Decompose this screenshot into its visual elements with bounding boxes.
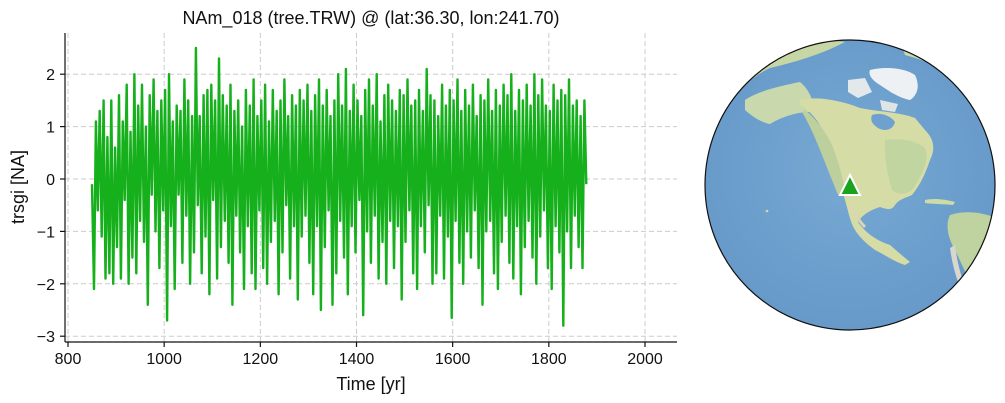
x-axis-label: Time [yr] bbox=[336, 374, 405, 394]
x-tick-label: 1600 bbox=[435, 351, 471, 368]
x-tick-label: 1400 bbox=[339, 351, 375, 368]
time-series-line bbox=[90, 46, 588, 327]
y-tick-label: −2 bbox=[37, 277, 55, 294]
y-tick-label: −3 bbox=[37, 329, 55, 346]
y-tick-label: 0 bbox=[46, 172, 55, 189]
y-tick-label: −1 bbox=[37, 224, 55, 241]
axes bbox=[64, 33, 677, 343]
site-marker-triangle-icon bbox=[838, 172, 862, 196]
globe-outline bbox=[704, 39, 996, 331]
y-tick-label: 1 bbox=[46, 120, 55, 137]
series-polyline bbox=[90, 46, 588, 327]
x-tick-label: 2000 bbox=[627, 351, 663, 368]
x-axis-ticks: 800 1000 1200 1400 1600 1800 2000 bbox=[55, 342, 663, 368]
globe-map bbox=[704, 39, 996, 331]
y-axis-ticks: 2 1 0 −1 −2 −3 bbox=[37, 67, 65, 346]
x-tick-label: 800 bbox=[55, 351, 82, 368]
y-axis-label: trsgi [NA] bbox=[8, 150, 28, 224]
x-tick-label: 1200 bbox=[243, 351, 279, 368]
x-tick-label: 1000 bbox=[146, 351, 182, 368]
y-tick-label: 2 bbox=[46, 67, 55, 84]
x-tick-label: 1800 bbox=[531, 351, 567, 368]
chart-title: NAm_018 (tree.TRW) @ (lat:36.30, lon:241… bbox=[182, 8, 559, 29]
